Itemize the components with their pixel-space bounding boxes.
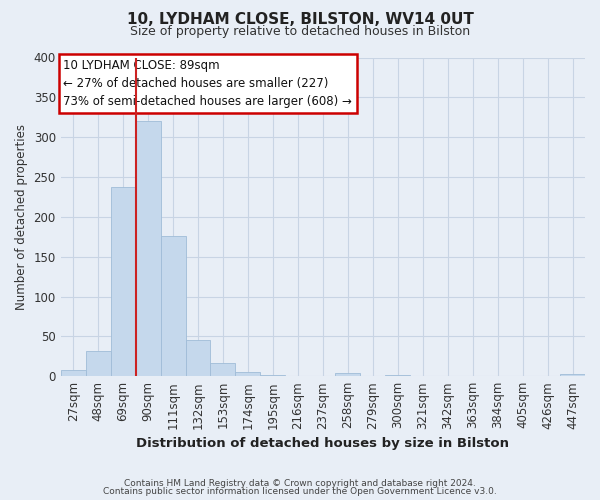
Bar [86, 350, 110, 376]
Bar [260, 374, 286, 376]
Bar [61, 370, 86, 376]
Bar [185, 340, 211, 376]
Y-axis label: Number of detached properties: Number of detached properties [15, 124, 28, 310]
Text: 10, LYDHAM CLOSE, BILSTON, WV14 0UT: 10, LYDHAM CLOSE, BILSTON, WV14 0UT [127, 12, 473, 28]
Text: Contains public sector information licensed under the Open Government Licence v3: Contains public sector information licen… [103, 487, 497, 496]
Bar [136, 121, 161, 376]
Bar [235, 372, 260, 376]
Text: Contains HM Land Registry data © Crown copyright and database right 2024.: Contains HM Land Registry data © Crown c… [124, 478, 476, 488]
Bar [335, 373, 360, 376]
Bar [110, 186, 136, 376]
Bar [161, 236, 185, 376]
Bar [560, 374, 585, 376]
Text: Size of property relative to detached houses in Bilston: Size of property relative to detached ho… [130, 25, 470, 38]
Text: 10 LYDHAM CLOSE: 89sqm
← 27% of detached houses are smaller (227)
73% of semi-de: 10 LYDHAM CLOSE: 89sqm ← 27% of detached… [63, 59, 352, 108]
Bar [211, 362, 235, 376]
X-axis label: Distribution of detached houses by size in Bilston: Distribution of detached houses by size … [136, 437, 509, 450]
